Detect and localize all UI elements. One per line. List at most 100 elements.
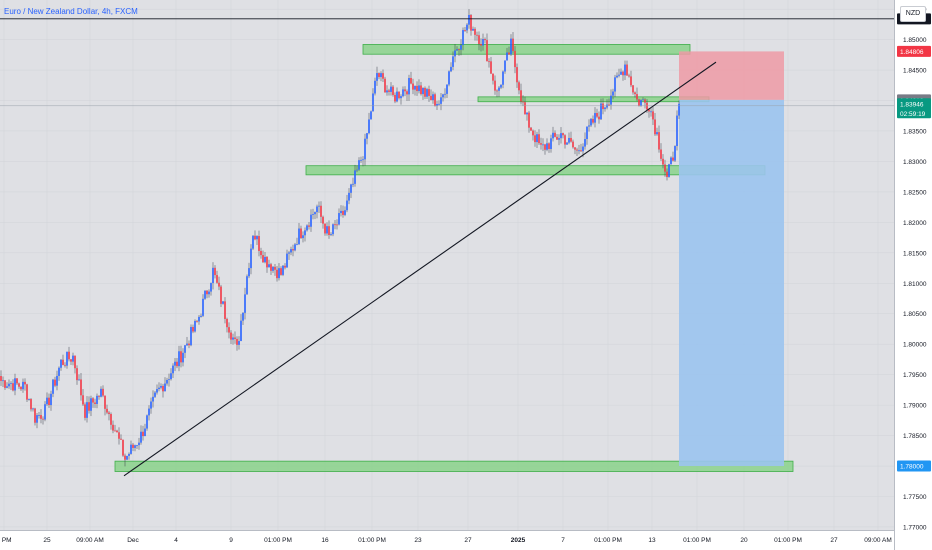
candle-up	[38, 415, 40, 416]
y-tick-label: 1.82000	[903, 220, 927, 227]
candle-down	[428, 89, 430, 96]
candle-down	[434, 94, 436, 106]
candle-down	[652, 111, 654, 120]
candle-down	[672, 157, 674, 161]
x-tick-label: 16	[321, 537, 329, 544]
candle-up	[282, 265, 284, 275]
candle-down	[522, 101, 524, 103]
candle-up	[212, 267, 214, 284]
candle-down	[488, 61, 490, 63]
candle-down	[644, 99, 646, 103]
candle-down	[492, 73, 494, 81]
candle-up	[674, 146, 676, 161]
candle-up	[566, 142, 568, 145]
candle-up	[332, 224, 334, 235]
candle-up	[22, 381, 24, 390]
candle-up	[380, 73, 382, 78]
candle-up	[456, 49, 458, 51]
candle-down	[608, 104, 610, 106]
currency-button[interactable]: NZD	[900, 6, 926, 22]
candle-down	[162, 385, 164, 392]
candle-down	[626, 64, 628, 76]
candle-up	[444, 93, 446, 95]
y-tick-label: 1.79000	[903, 403, 927, 410]
candle-up	[286, 253, 288, 268]
candle-down	[532, 130, 534, 136]
candle-down	[630, 76, 632, 86]
candle-up	[278, 268, 280, 279]
candle-up	[506, 52, 508, 61]
candle-up	[582, 146, 584, 152]
candle-down	[118, 432, 120, 439]
candle-down	[664, 164, 666, 172]
candle-down	[342, 210, 344, 215]
candle-up	[186, 343, 188, 346]
candle-up	[44, 404, 46, 420]
candle-up	[298, 228, 300, 245]
candle-up	[546, 143, 548, 150]
candle-down	[276, 269, 278, 279]
candle-up	[152, 396, 154, 402]
candle-down	[196, 320, 198, 322]
candle-down	[236, 338, 238, 345]
candle-up	[578, 150, 580, 152]
price-axis[interactable]: 1.855001.850001.845001.840001.835001.830…	[897, 7, 931, 532]
y-tick-label: 1.83000	[903, 159, 927, 166]
candle-up	[32, 408, 34, 410]
zone-layer	[114, 44, 794, 472]
short-position-tool[interactable]	[679, 51, 784, 467]
candle-down	[382, 73, 384, 79]
candle-up	[210, 283, 212, 292]
candle-up	[238, 341, 240, 345]
candle-up	[140, 431, 142, 443]
candles	[0, 9, 680, 467]
candle-up	[676, 115, 678, 147]
candle-up	[340, 210, 342, 214]
candle-up	[498, 87, 500, 91]
candle-down	[206, 290, 208, 295]
candle-up	[338, 213, 340, 225]
candle-down	[88, 402, 90, 411]
candle-up	[426, 89, 428, 97]
x-tick-label: 25	[43, 537, 51, 544]
candle-up	[440, 97, 442, 104]
candle-down	[216, 275, 218, 283]
candle-up	[670, 157, 672, 165]
candle-down	[662, 158, 664, 165]
candle-up	[138, 442, 140, 446]
candle-up	[510, 38, 512, 55]
candle-down	[658, 132, 660, 150]
candle-up	[432, 94, 434, 101]
candle-down	[322, 216, 324, 224]
candle-down	[548, 143, 550, 149]
candle-down	[416, 85, 418, 92]
candle-down	[520, 90, 522, 102]
candle-up	[610, 95, 612, 105]
candle-down	[424, 87, 426, 97]
candle-up	[330, 234, 332, 236]
candle-up	[604, 107, 606, 110]
candle-down	[598, 116, 600, 120]
candle-up	[656, 132, 658, 135]
drawing-lines[interactable]	[0, 18, 894, 477]
candle-down	[632, 85, 634, 93]
candle-up	[366, 133, 368, 139]
candle-down	[20, 386, 22, 390]
candle-down	[220, 286, 222, 304]
candle-down	[528, 112, 530, 128]
candle-down	[68, 351, 70, 360]
time-axis-background	[0, 531, 894, 550]
candle-up	[542, 144, 544, 146]
candle-up	[232, 337, 234, 340]
candle-down	[494, 80, 496, 91]
candle-down	[420, 85, 422, 95]
candle-down	[42, 418, 44, 420]
candle-down	[654, 119, 656, 135]
candle-up	[446, 84, 448, 94]
candle-down	[328, 226, 330, 236]
candle-down	[270, 264, 272, 271]
time-axis[interactable]: 0 PM 25 09:00 AM Dec 4 9 01:00 PM 16 01:00 PM 23 2…	[0, 537, 892, 544]
candle-down	[378, 73, 380, 78]
candle-up	[52, 379, 54, 394]
